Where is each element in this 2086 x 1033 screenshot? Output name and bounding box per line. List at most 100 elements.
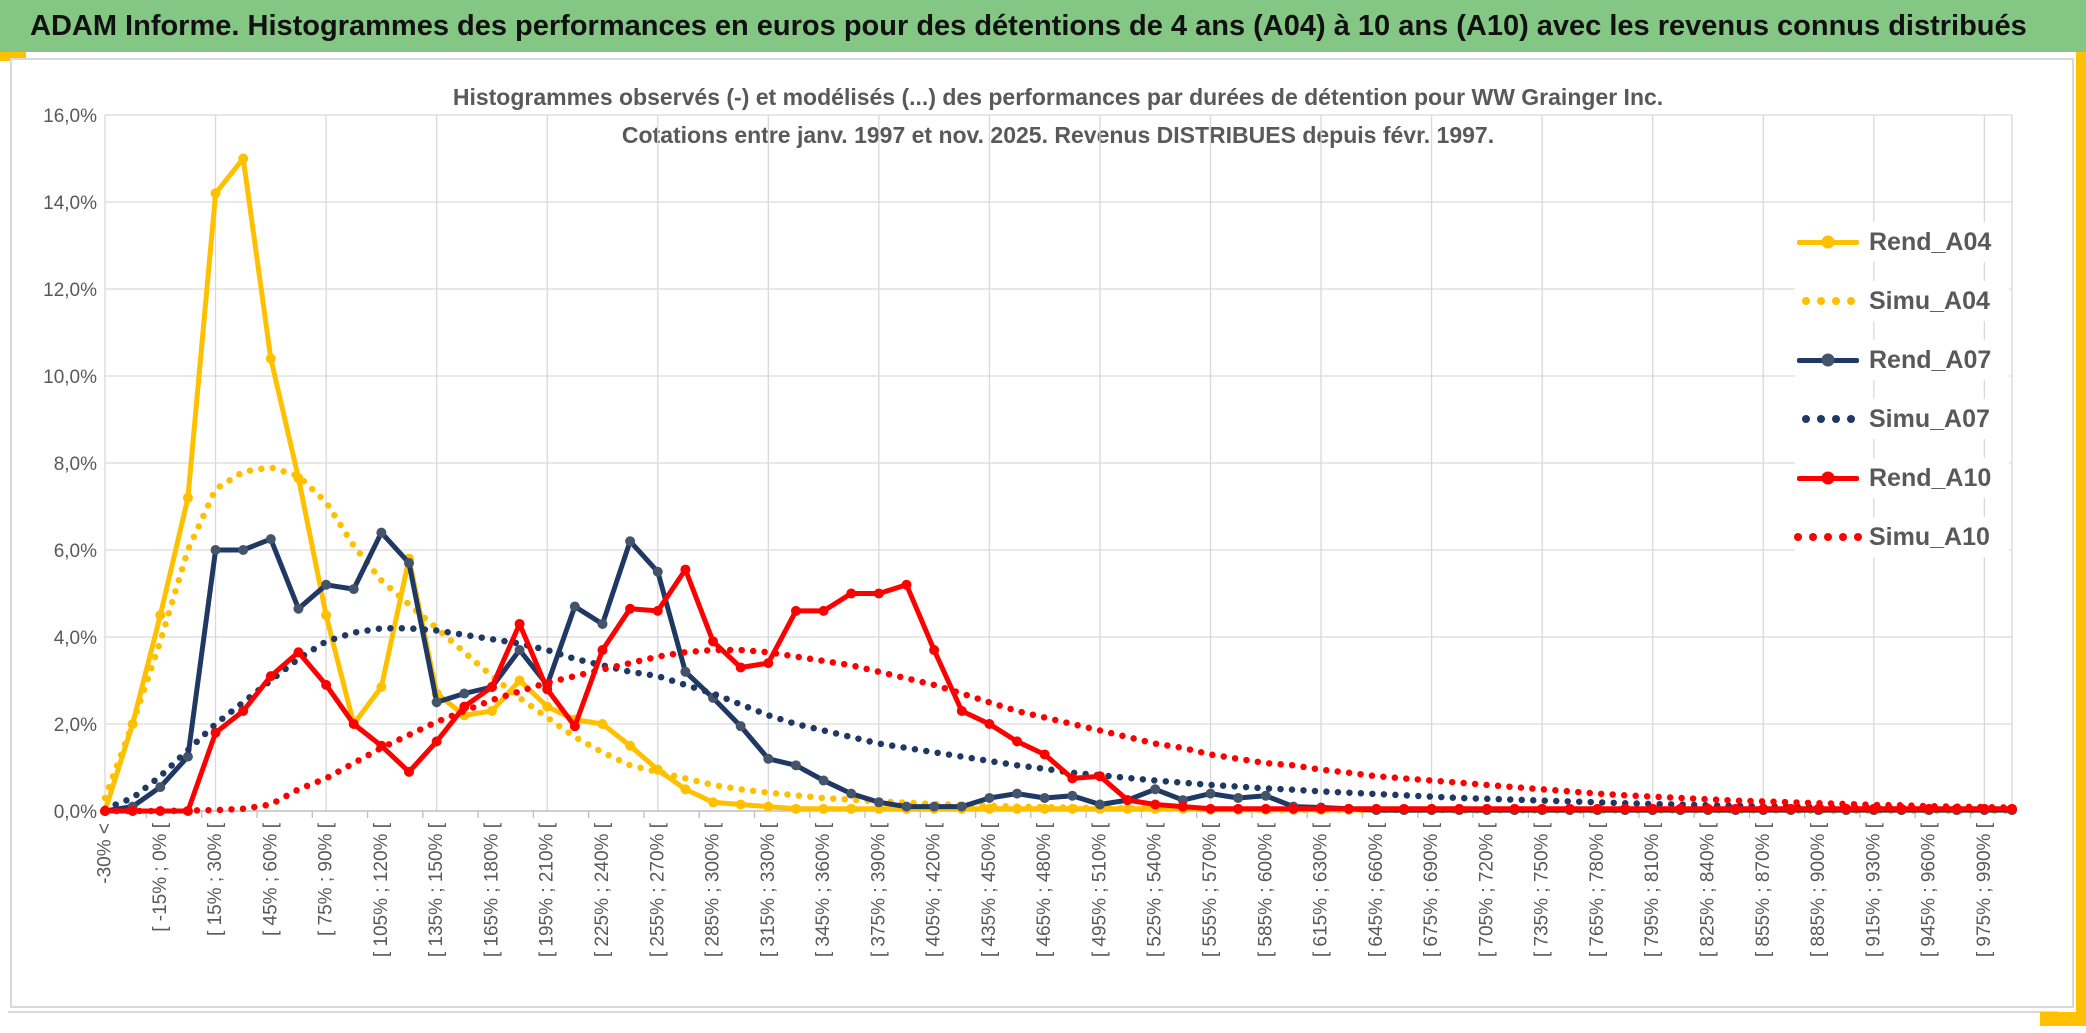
series-Simu_A10: [101, 646, 2016, 815]
x-axis-tick-label: [ 375% ; 390% [: [868, 822, 889, 957]
marker-Rend_A10: [1260, 803, 1271, 814]
chart-area[interactable]: [10, 58, 2074, 1008]
marker-Rend_A10: [1371, 803, 1382, 814]
x-axis-tick-label: [ 165% ; 180% [: [481, 822, 502, 957]
marker-Rend_A07: [265, 534, 276, 545]
marker-Rend_A10: [1481, 803, 1492, 814]
legend-dotted-line-swatch-Simu_A10: [1794, 533, 1862, 541]
marker-Rend_A07: [901, 801, 912, 812]
marker-Rend_A10: [293, 647, 304, 658]
marker-Rend_A04: [210, 188, 221, 199]
marker-Rend_A07: [1205, 788, 1216, 799]
marker-Rend_A07: [514, 645, 525, 656]
marker-Rend_A10: [625, 603, 636, 614]
marker-Rend_A07: [873, 797, 884, 808]
marker-Rend_A07: [459, 688, 470, 699]
marker-Rend_A07: [680, 666, 691, 677]
marker-Rend_A10: [486, 682, 497, 693]
marker-Rend_A10: [873, 588, 884, 599]
marker-Rend_A10: [1039, 749, 1050, 760]
marker-Rend_A07: [348, 584, 359, 595]
marker-Rend_A10: [708, 636, 719, 647]
x-axis-tick-label: [ 555% ; 570% [: [1200, 822, 1221, 957]
legend-item-Rend_A07[interactable]: Rend_A07: [1795, 340, 2009, 380]
x-axis-tick-label: [ 765% ; 780% [: [1587, 822, 1608, 957]
marker-Rend_A04: [846, 803, 857, 814]
legend-item-Rend_A04[interactable]: Rend_A04: [1795, 222, 2009, 262]
x-axis-tick-label: [ 45% ; 60% [: [260, 822, 281, 936]
marker-Rend_A10: [1233, 803, 1244, 814]
x-axis-tick-label: [ 945% ; 960% [: [1919, 822, 1940, 957]
marker-Rend_A04: [486, 705, 497, 716]
marker-Rend_A10: [763, 658, 774, 669]
marker-Rend_A04: [708, 797, 719, 808]
y-axis-tick-label: 8,0%: [54, 454, 97, 475]
legend-label-Rend_A04: Rend_A04: [1869, 227, 1992, 256]
chart-legend: Rend_A04 Simu_A04 Rend_A07 Simu_A07 Rend_A10…: [1794, 222, 2009, 576]
marker-Rend_A07: [1067, 790, 1078, 801]
y-axis-tick-label: 10,0%: [43, 367, 97, 388]
marker-Rend_A07: [956, 801, 967, 812]
legend-solid-line-swatch-Rend_A07: [1797, 353, 1859, 367]
marker-Rend_A10: [1205, 803, 1216, 814]
marker-Rend_A07: [155, 782, 166, 793]
legend-item-Simu_A04[interactable]: Simu_A04: [1795, 281, 2009, 321]
marker-Rend_A10: [652, 605, 663, 616]
marker-Rend_A07: [929, 801, 940, 812]
marker-Rend_A10: [1343, 803, 1354, 814]
legend-label-Simu_A07: Simu_A07: [1869, 404, 1990, 433]
x-axis-tick-label: [ -15% ; 0% [: [150, 822, 171, 931]
marker-Rend_A07: [984, 792, 995, 803]
x-axis-tick-label: [ 675% ; 690% [: [1421, 822, 1442, 957]
legend-item-Simu_A07[interactable]: Simu_A07: [1795, 399, 2009, 439]
marker-Rend_A07: [210, 545, 221, 555]
legend-label-Rend_A07: Rend_A07: [1869, 345, 1992, 374]
y-axis-tick-label: 14,0%: [43, 193, 97, 214]
marker-Rend_A04: [182, 492, 193, 503]
marker-Rend_A10: [265, 671, 276, 682]
x-axis-tick-label: [ 435% ; 450% [: [979, 822, 1000, 957]
marker-Rend_A10: [1758, 803, 1769, 814]
marker-Rend_A07: [431, 697, 442, 708]
marker-Rend_A10: [735, 662, 746, 673]
marker-Rend_A10: [1150, 799, 1161, 810]
marker-Rend_A10: [348, 719, 359, 729]
marker-Rend_A10: [1509, 803, 1520, 814]
marker-Rend_A07: [652, 566, 663, 577]
marker-Rend_A10: [1177, 801, 1188, 812]
marker-Rend_A04: [680, 784, 691, 795]
marker-Rend_A07: [1094, 799, 1105, 810]
marker-Rend_A04: [597, 719, 608, 729]
x-axis-tick-label: [ 645% ; 660% [: [1366, 822, 1387, 957]
x-axis-tick-label: [ 795% ; 810% [: [1642, 822, 1663, 957]
marker-Rend_A04: [265, 353, 276, 364]
series-Simu_A07: [101, 625, 2016, 813]
marker-Rend_A07: [238, 545, 249, 555]
x-axis-tick-label: [ 615% ; 630% [: [1311, 822, 1332, 957]
marker-Rend_A10: [956, 705, 967, 716]
marker-Rend_A07: [1233, 792, 1244, 803]
marker-Rend_A04: [321, 610, 332, 621]
marker-Rend_A10: [238, 705, 249, 716]
legend-item-Simu_A10[interactable]: Simu_A10: [1794, 517, 2009, 557]
marker-Rend_A04: [376, 682, 387, 693]
legend-label-Rend_A10: Rend_A10: [1869, 463, 1992, 492]
marker-Rend_A07: [818, 775, 829, 786]
marker-Rend_A10: [1316, 803, 1327, 814]
x-axis-tick-label: [ 105% ; 120% [: [371, 822, 392, 957]
chart-title-line2: Cotations entre janv. 1997 et nov. 2025.…: [621, 122, 1495, 148]
x-axis-tick-label: [ 255% ; 270% [: [647, 822, 668, 957]
marker-Rend_A10: [1537, 803, 1548, 814]
legend-dotted-line-swatch-Simu_A04: [1797, 297, 1859, 305]
marker-Rend_A10: [597, 645, 608, 656]
marker-Rend_A04: [790, 803, 801, 814]
x-axis-tick-label: [ 405% ; 420% [: [924, 822, 945, 957]
marker-Rend_A10: [2007, 803, 2017, 814]
marker-Rend_A10: [1067, 773, 1078, 784]
marker-Rend_A07: [625, 536, 636, 547]
marker-Rend_A10: [1288, 803, 1299, 814]
marker-Rend_A10: [1620, 803, 1631, 814]
x-axis-tick-label: [ 885% ; 900% [: [1808, 822, 1829, 957]
legend-item-Rend_A10[interactable]: Rend_A10: [1795, 458, 2009, 498]
x-axis-tick-label: [ 855% ; 870% [: [1753, 822, 1774, 957]
